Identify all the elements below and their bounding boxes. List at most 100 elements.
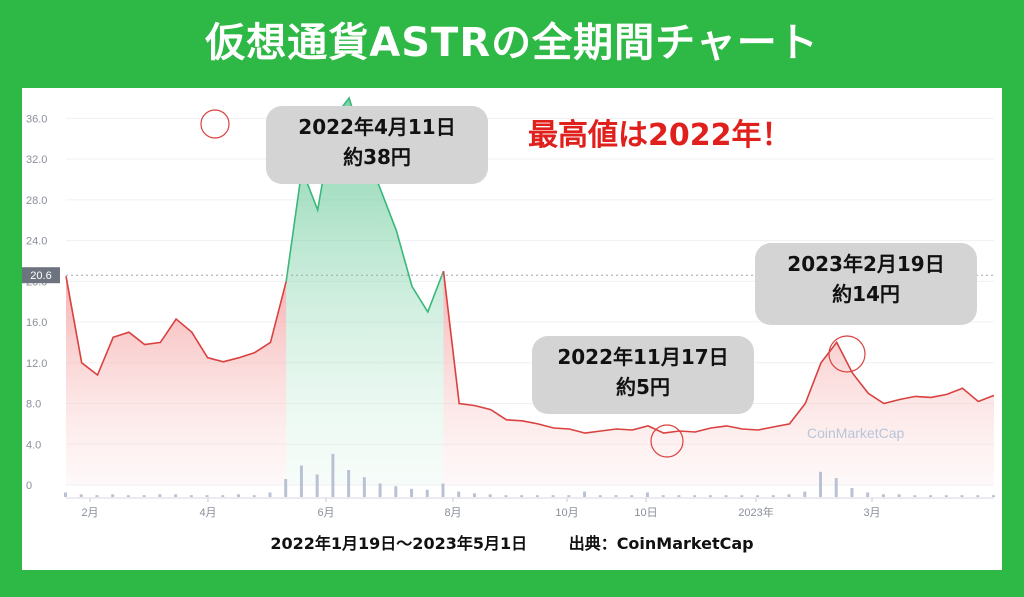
callout-low-date: 2022年11月17日	[557, 345, 729, 369]
volume-bar	[803, 491, 807, 497]
volume-bar	[299, 465, 303, 497]
volume-bar	[142, 495, 146, 497]
volume-bar	[567, 495, 571, 497]
volume-bar	[960, 495, 964, 497]
volume-bar	[189, 495, 193, 497]
volume-bar	[661, 495, 665, 497]
volume-bar	[284, 479, 288, 497]
volume-bars	[64, 453, 995, 497]
volume-bar	[756, 495, 760, 497]
volume-bar	[929, 495, 933, 497]
area-green	[286, 98, 444, 485]
volume-bar	[394, 486, 398, 497]
volume-bar	[158, 494, 162, 497]
volume-bar	[95, 495, 99, 497]
callout-low: 2022年11月17日 約5円	[532, 336, 754, 414]
x-tick-label: 8月	[444, 507, 461, 519]
volume-bar	[441, 483, 445, 497]
area-fills	[66, 98, 994, 485]
callout-peak: 2022年4月11日 約38円	[266, 106, 488, 184]
footer: 2022年1月19日〜2023年5月1日 出典：CoinMarketCap	[0, 530, 1024, 554]
y-tick-label: 24.0	[26, 236, 47, 248]
volume-bar	[79, 494, 83, 497]
volume-bar	[535, 495, 539, 497]
volume-bar	[457, 491, 461, 497]
volume-bar	[614, 495, 618, 497]
volume-bar	[693, 495, 697, 497]
price-chart: 04.08.012.016.020.024.028.032.036.0 2月4月…	[22, 96, 995, 519]
peak-circle	[200, 109, 230, 139]
y-tick-label: 0	[26, 480, 32, 492]
volume-bar	[583, 491, 587, 497]
volume-bar	[850, 488, 854, 497]
x-tick-label: 3月	[863, 507, 880, 519]
volume-bar	[708, 495, 712, 497]
area-red	[443, 271, 994, 485]
y-tick-label: 4.0	[26, 439, 41, 451]
volume-bar	[205, 495, 209, 497]
x-tick-label: 10日	[634, 507, 657, 519]
volume-bar	[881, 494, 885, 497]
volume-bar	[630, 495, 634, 497]
y-tick-label: 16.0	[26, 317, 47, 329]
x-ticks: 2月 4月 6月 8月 10月 10日 2023年 3月	[66, 497, 994, 519]
y-tick-label: 12.0	[26, 358, 47, 370]
y-ticks: 04.08.012.016.020.024.028.032.036.0	[26, 113, 47, 492]
callout-recent-date: 2023年2月19日	[787, 252, 945, 276]
volume-bar	[362, 477, 366, 497]
reference-line: 20.6	[22, 267, 994, 284]
volume-bar	[897, 494, 901, 497]
volume-bar	[771, 495, 775, 497]
volume-bar	[677, 495, 681, 497]
volume-bar	[992, 495, 995, 497]
x-tick-label: 4月	[199, 507, 216, 519]
chart-panel: 04.08.012.016.020.024.028.032.036.0 2月4月…	[22, 88, 1002, 570]
volume-bar	[378, 483, 382, 497]
volume-bar	[645, 492, 649, 497]
series-line-down	[442, 271, 995, 434]
volume-bar	[425, 489, 429, 497]
volume-bar	[551, 495, 555, 497]
date-range: 2022年1月19日〜2023年5月1日	[270, 534, 528, 553]
volume-bar	[818, 471, 822, 497]
volume-bar	[866, 492, 870, 497]
reference-price-tag	[22, 267, 60, 284]
callout-recent: 2023年2月19日 約14円	[755, 243, 977, 325]
volume-bar	[520, 495, 524, 497]
highlight-text: 最高値は2022年！	[528, 118, 792, 153]
volume-bar	[787, 494, 791, 497]
volume-bar	[221, 495, 225, 497]
volume-bar	[347, 470, 351, 497]
volume-bar	[488, 494, 492, 497]
volume-bar	[268, 492, 272, 497]
series-line-down	[65, 276, 287, 377]
volume-bar	[174, 494, 178, 497]
callout-low-price: 約5円	[616, 375, 670, 399]
recent-circle	[828, 335, 866, 373]
volume-bar	[740, 495, 744, 497]
volume-bar	[472, 493, 476, 497]
reference-price-label: 20.6	[30, 270, 51, 282]
x-tick-label: 10月	[555, 507, 578, 519]
y-tick-label: 32.0	[26, 154, 47, 166]
volume-bar	[504, 495, 508, 497]
callout-peak-price: 約38円	[343, 145, 411, 169]
volume-bar	[913, 495, 917, 497]
volume-bar	[111, 494, 115, 497]
volume-bar	[834, 478, 838, 497]
volume-bar	[331, 453, 335, 497]
volume-bar	[64, 492, 67, 497]
volume-bar	[252, 495, 256, 497]
source-credit: 出典：CoinMarketCap	[568, 534, 754, 553]
x-tick-label: 2月	[81, 507, 98, 519]
y-tick-label: 36.0	[26, 113, 47, 125]
volume-bar	[724, 495, 728, 497]
callout-recent-price: 約14円	[832, 282, 900, 306]
y-tick-label: 8.0	[26, 399, 41, 411]
volume-bar	[315, 474, 319, 497]
volume-bar	[126, 495, 130, 497]
y-tick-label: 28.0	[26, 195, 47, 207]
volume-bar	[410, 488, 414, 497]
x-tick-label: 6月	[317, 507, 334, 519]
volume-bar	[944, 495, 948, 497]
